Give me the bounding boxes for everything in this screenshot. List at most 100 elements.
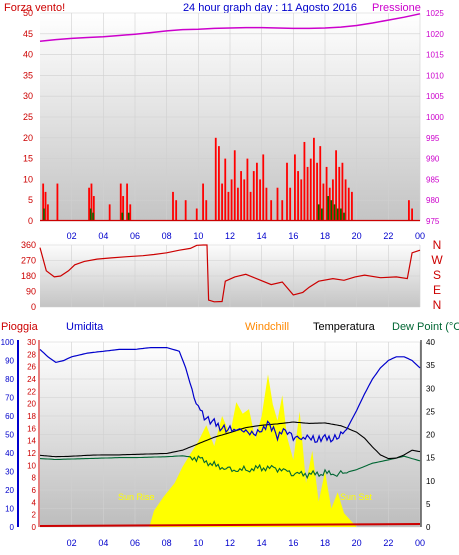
wind-tick-label: 5	[28, 195, 33, 205]
gust-bar	[309, 158, 312, 221]
pressure-tick-label: 975	[426, 217, 440, 226]
gust-bar	[316, 162, 318, 221]
wind-tick-label: 25	[23, 112, 33, 122]
gust-bar	[265, 187, 268, 221]
gust-bar	[195, 208, 198, 221]
humidity-tick-label: 50	[5, 431, 14, 440]
wind-tick-label: 30	[23, 91, 33, 101]
gust-bar	[243, 179, 246, 221]
pressure-axis-title: Pressione	[372, 2, 421, 14]
average-wind-bar	[43, 208, 45, 221]
average-wind-bar	[336, 208, 339, 221]
time-ticks-bottom: 02 04 06 08 10 12 14 16 18 20 22 00	[67, 538, 425, 548]
pressure-tick-label: 1000	[426, 113, 444, 122]
humidity-tick-label: 40	[5, 449, 14, 458]
gust-bar	[281, 200, 284, 221]
rain-label: Pioggia	[1, 321, 39, 333]
humidity-tick-label: 100	[1, 338, 15, 347]
pressure-tick-label: 1005	[426, 92, 444, 101]
pressure-tick-label: 1025	[426, 9, 444, 18]
time-tick-label: 02	[67, 538, 77, 548]
gust-bar	[47, 204, 49, 221]
gust-bar	[240, 171, 242, 221]
gust-bar	[202, 183, 204, 221]
direction-degree-ticks: 0 90 180 270 360	[21, 240, 36, 312]
time-tick-label: 14	[257, 231, 267, 241]
wind-tick-label: 15	[23, 154, 33, 164]
rain-tick-label: 30	[27, 338, 36, 347]
temperature-tick-label: 15	[426, 454, 435, 463]
gust-bar	[230, 179, 233, 221]
gust-bar	[246, 158, 249, 221]
gust-bar	[289, 187, 292, 221]
gust-bar	[408, 200, 410, 221]
gust-bar	[252, 171, 255, 221]
gust-bar	[276, 187, 279, 221]
direction-tick-label: 360	[21, 240, 36, 250]
time-tick-label: 16	[288, 231, 298, 241]
time-tick-label: 12	[225, 538, 235, 548]
gust-bar	[92, 196, 95, 221]
average-wind-bar	[89, 208, 92, 221]
wind-direction-line	[39, 244, 421, 303]
average-wind-bar	[121, 212, 124, 221]
direction-tick-label: 0	[31, 302, 36, 312]
rain-tick-label: 28	[27, 350, 36, 359]
gust-bar	[42, 183, 45, 221]
wind-tick-label: 10	[23, 174, 33, 184]
gust-bar	[233, 150, 236, 221]
time-tick-label: 08	[162, 231, 172, 241]
gust-bar	[338, 166, 341, 221]
time-tick-label: 20	[352, 538, 362, 548]
time-tick-label: 06	[130, 538, 140, 548]
rain-tick-label: 26	[27, 363, 36, 372]
rain-line	[39, 523, 421, 527]
gust-bar	[126, 183, 128, 221]
time-tick-label: 22	[383, 538, 393, 548]
pressure-tick-label: 990	[426, 155, 440, 164]
compass-label: W	[431, 253, 443, 267]
time-tick-label: 00	[415, 231, 425, 241]
rain-tick-label: 14	[27, 437, 36, 446]
dewpoint-line	[39, 455, 421, 480]
temperature-tick-label: 25	[426, 407, 435, 416]
wind-tick-label: 0	[28, 216, 33, 226]
time-tick-label: 00	[415, 538, 425, 548]
humidity-tick-label: 90	[5, 357, 14, 366]
temperature-tick-label: 30	[426, 384, 435, 393]
gust-bar	[351, 191, 353, 221]
wind-tick-label: 20	[23, 133, 33, 143]
wind-tick-label: 40	[23, 50, 33, 60]
wind-axis-title: Forza vento!	[4, 2, 65, 14]
gust-bar	[90, 183, 93, 221]
pressure-tick-label: 1010	[426, 71, 444, 80]
time-tick-label: 02	[67, 231, 77, 241]
rain-tick-label: 24	[27, 375, 36, 384]
gust-bar	[218, 146, 220, 221]
time-tick-label: 16	[288, 538, 298, 548]
time-tick-label: 18	[320, 538, 330, 548]
gust-bar	[249, 191, 252, 221]
temperature-tick-label: 10	[426, 477, 435, 486]
gust-bar	[259, 179, 261, 221]
gust-bar	[411, 208, 413, 221]
gust-bar	[313, 137, 315, 221]
sun-set-label: Sun Set	[340, 492, 373, 502]
temperature-tick-label: 5	[426, 500, 431, 509]
gust-bar	[332, 179, 334, 221]
windchill-label: Windchill	[245, 321, 289, 333]
temperature-tick-label: 40	[426, 338, 435, 347]
gust-bar	[270, 200, 273, 221]
gust-bar	[262, 154, 265, 221]
gust-bar	[214, 137, 217, 221]
gust-bar	[297, 171, 299, 221]
temp-humidity-panel: Sun Rise Sun Set 0102030405060708090100 …	[1, 338, 436, 548]
pressure-tick-label: 995	[426, 134, 440, 143]
pressure-tick-label: 1015	[426, 51, 444, 60]
gust-bar	[335, 150, 337, 221]
gust-bar	[303, 141, 306, 221]
gust-bar	[224, 158, 227, 221]
gust-bar	[205, 200, 208, 221]
